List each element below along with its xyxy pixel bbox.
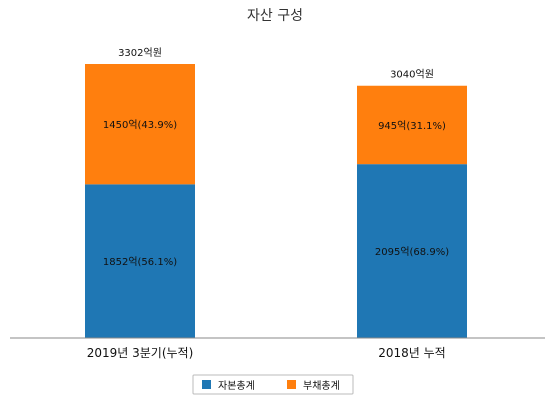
bar-segment-liabilities-1[interactable] — [357, 85, 467, 165]
legend-label-liabilities[interactable]: 부채총계 — [303, 380, 340, 392]
legend-swatch-liabilities[interactable] — [287, 380, 296, 389]
legend-swatch-equity[interactable] — [202, 380, 211, 389]
bar-segment-equity-1[interactable] — [357, 164, 467, 338]
x-tick-label: 2018년 누적 — [378, 346, 445, 360]
bars-layer: 1852억(56.1%) 1450억(43.9%) 3302억원 2095억(68.9… — [85, 47, 467, 338]
x-axis-labels: 2019년 3분기(누적) 2018년 누적 — [87, 346, 446, 360]
data-label: 945억(31.1%) — [378, 120, 446, 132]
x-tick-label: 2019년 3분기(누적) — [87, 346, 194, 360]
data-label: 1852억(56.1%) — [103, 256, 177, 268]
data-label: 2095억(68.9%) — [375, 246, 449, 258]
chart-title: 자산 구성 — [247, 8, 303, 24]
legend-label-equity[interactable]: 자본총계 — [218, 380, 255, 392]
total-label: 3302억원 — [118, 47, 162, 59]
legend-box — [192, 374, 354, 395]
data-label: 1450억(43.9%) — [103, 119, 177, 131]
total-label: 3040억원 — [390, 69, 434, 81]
bar-segment-equity-0[interactable] — [85, 184, 195, 338]
legend[interactable]: 자본총계 부채총계 — [192, 374, 354, 395]
bar-segment-liabilities-0[interactable] — [85, 64, 195, 185]
